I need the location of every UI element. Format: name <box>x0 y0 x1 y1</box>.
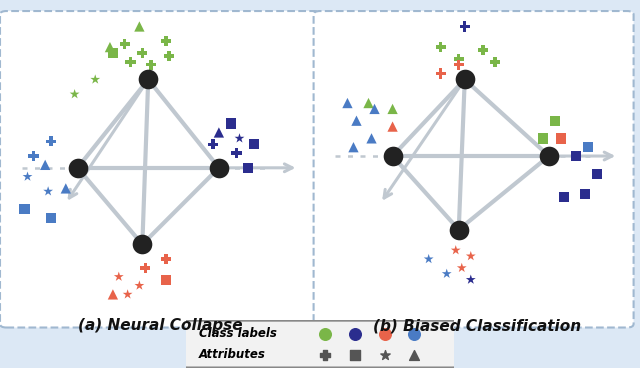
Point <box>380 330 390 336</box>
Point <box>350 352 360 358</box>
Point <box>143 77 154 82</box>
Point <box>249 141 259 147</box>
Point <box>457 265 467 271</box>
Point <box>46 215 56 221</box>
Point <box>40 162 51 168</box>
Point <box>544 153 554 159</box>
Point <box>232 150 242 156</box>
Point <box>466 253 476 259</box>
Point <box>19 206 29 212</box>
Point <box>369 106 380 112</box>
Point <box>387 124 397 130</box>
Text: Class labels: Class labels <box>199 327 277 340</box>
Point <box>409 330 419 336</box>
Point <box>137 50 147 56</box>
Point <box>380 352 390 358</box>
Point <box>108 291 118 297</box>
Point <box>409 352 419 358</box>
Point <box>460 24 470 29</box>
Point <box>559 194 569 200</box>
Point <box>320 352 330 358</box>
Point <box>22 174 33 180</box>
Point <box>442 271 452 277</box>
Point <box>234 135 244 141</box>
Point <box>90 77 100 82</box>
Point <box>451 247 461 253</box>
Text: (b) Biased Classification: (b) Biased Classification <box>372 318 581 333</box>
Point <box>140 265 150 271</box>
Point <box>120 41 130 47</box>
Point <box>350 330 360 336</box>
Point <box>550 118 560 124</box>
FancyBboxPatch shape <box>177 321 463 368</box>
Point <box>436 71 446 77</box>
Point <box>364 100 374 106</box>
Point <box>134 24 145 29</box>
Point <box>387 153 397 159</box>
Point <box>28 153 38 159</box>
Point <box>105 44 115 50</box>
Point <box>114 274 124 280</box>
Point <box>490 59 500 65</box>
Point <box>146 62 156 68</box>
Point <box>454 56 464 62</box>
Point <box>214 165 224 171</box>
Point <box>592 171 602 177</box>
Point <box>583 144 593 150</box>
Point <box>466 277 476 283</box>
Point <box>351 118 362 124</box>
Point <box>460 77 470 82</box>
Point <box>43 188 53 194</box>
Point <box>161 256 171 262</box>
Point <box>436 44 446 50</box>
Point <box>366 135 376 141</box>
Point <box>424 256 434 262</box>
Point <box>70 91 80 97</box>
Point <box>164 53 174 59</box>
Point <box>538 135 548 141</box>
Point <box>556 135 566 141</box>
Point <box>134 283 145 289</box>
Point <box>72 165 83 171</box>
Point <box>108 50 118 56</box>
Point <box>161 38 171 44</box>
Text: (a) Neural Collapse: (a) Neural Collapse <box>77 318 243 333</box>
Text: Attributes: Attributes <box>199 348 266 361</box>
Point <box>454 62 464 68</box>
Point <box>208 141 218 147</box>
Point <box>243 165 253 171</box>
Point <box>320 330 330 336</box>
Point <box>225 121 236 127</box>
Point <box>342 100 353 106</box>
Point <box>571 153 581 159</box>
Point <box>348 144 358 150</box>
Point <box>161 277 171 283</box>
Point <box>580 191 590 197</box>
Point <box>125 59 136 65</box>
Point <box>454 227 464 233</box>
Point <box>137 241 147 247</box>
Point <box>61 185 71 191</box>
Point <box>122 291 132 297</box>
Point <box>46 138 56 144</box>
Point <box>214 130 224 135</box>
Point <box>387 106 397 112</box>
Point <box>477 47 488 53</box>
